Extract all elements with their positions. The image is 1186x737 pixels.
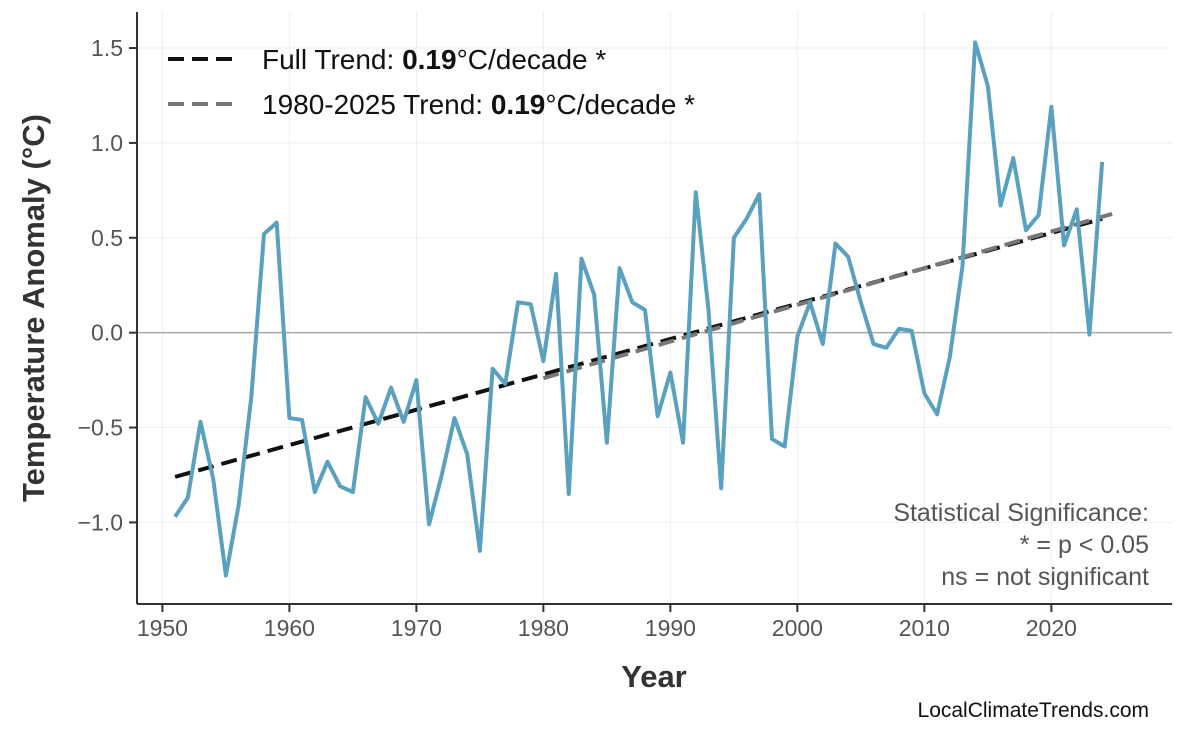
- trend-lines: [174, 211, 1116, 479]
- legend-suffix: °C/decade *: [457, 44, 607, 75]
- y-axis-label: Temperature Anomaly (°C): [16, 114, 51, 502]
- legend-entry-full-trend: Full Trend: 0.19°C/decade *: [262, 44, 606, 75]
- legend-value: 0.19: [402, 44, 457, 75]
- legend-prefix: Full Trend:: [262, 44, 402, 75]
- x-axis-label: Year: [621, 659, 687, 694]
- y-tick-label: −1.0: [78, 509, 123, 535]
- data-points: [174, 42, 1103, 576]
- x-tick-label: 2000: [772, 615, 823, 641]
- x-tick-label: 2020: [1026, 615, 1077, 641]
- note-line: Statistical Significance:: [893, 499, 1149, 527]
- legend-value: 0.19: [491, 89, 546, 120]
- x-tick-label: 1960: [264, 615, 315, 641]
- series-line-temperature-anomaly: [173, 40, 1105, 578]
- x-tick-label: 1980: [518, 615, 569, 641]
- legend: Full Trend: 0.19°C/decade * 1980-2025 Tr…: [168, 44, 695, 120]
- x-tick-label: 2010: [899, 615, 950, 641]
- note-line: ns = not significant: [941, 563, 1149, 591]
- x-tick-label: 1970: [391, 615, 442, 641]
- legend-entry-1980-trend: 1980-2025 Trend: 0.19°C/decade *: [262, 89, 695, 120]
- legend-suffix: °C/decade *: [545, 89, 695, 120]
- y-ticks: 1.5 1.0 0.5 0.0 −0.5 −1.0: [78, 35, 137, 535]
- note-line: * = p < 0.05: [1020, 531, 1149, 559]
- legend-prefix: 1980-2025 Trend:: [262, 89, 491, 120]
- y-tick-label: −0.5: [78, 415, 123, 441]
- x-tick-label: 1950: [137, 615, 188, 641]
- x-ticks: 1950 1960 1970 1980 1990 2000 2010 2020: [137, 604, 1077, 641]
- source-credit: LocalClimateTrends.com: [918, 699, 1149, 722]
- y-tick-label: 0.0: [91, 320, 123, 346]
- significance-note: Statistical Significance: * = p < 0.05 n…: [893, 499, 1149, 591]
- y-tick-label: 1.5: [91, 35, 123, 61]
- y-tick-label: 1.0: [91, 130, 123, 156]
- x-tick-label: 1990: [645, 615, 696, 641]
- y-tick-label: 0.5: [91, 225, 123, 251]
